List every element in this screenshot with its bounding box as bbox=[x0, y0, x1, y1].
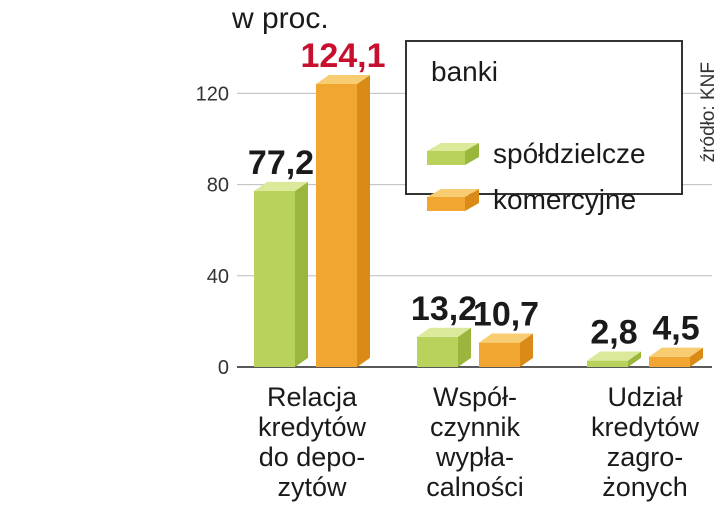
y-tick-label: 120 bbox=[196, 83, 229, 105]
legend-item-spoldzielcze: spółdzielcze bbox=[425, 136, 646, 172]
bar-spoldzielcze-1-side bbox=[458, 327, 471, 367]
legend-swatch-spoldzielcze bbox=[427, 143, 479, 165]
category-label: Relacja kredytów do depo- zytów bbox=[257, 382, 367, 502]
bar-spoldzielcze-2-side bbox=[628, 351, 641, 367]
legend-title: banki bbox=[431, 56, 498, 87]
bar-spoldzielcze-1-front bbox=[417, 336, 458, 367]
category-label: Współ- czynnik wypła- calności bbox=[426, 382, 524, 502]
bar-komercyjne-2-side bbox=[690, 347, 703, 367]
bar-spoldzielcze-2-front bbox=[587, 360, 628, 367]
y-tick-label: 0 bbox=[218, 357, 229, 379]
legend: banki spółdzielcze komercyjne bbox=[405, 40, 683, 215]
bar-spoldzielcze-1-top bbox=[417, 327, 471, 337]
data-label: 77,2 bbox=[248, 144, 314, 182]
bar-komercyjne-0-side bbox=[357, 74, 370, 368]
bar-komercyjne-1-side bbox=[520, 333, 533, 367]
unit-label: w proc. bbox=[232, 2, 329, 35]
data-label: 2,8 bbox=[590, 314, 637, 352]
legend-swatch-komercyjne bbox=[427, 189, 479, 211]
y-tick-label: 80 bbox=[207, 175, 229, 197]
legend-label-komercyjne: komercyjne bbox=[493, 184, 637, 215]
data-label: 4,5 bbox=[652, 310, 699, 348]
legend-item-komercyjne: komercyjne bbox=[425, 182, 636, 218]
bar-spoldzielcze-0-side bbox=[295, 181, 308, 367]
data-label: 10,7 bbox=[473, 296, 539, 334]
legend-label-spoldzielcze: spółdzielcze bbox=[493, 138, 646, 169]
bar-komercyjne-2-front bbox=[649, 356, 690, 367]
bar-spoldzielcze-0-top bbox=[254, 181, 308, 191]
data-label: 13,2 bbox=[411, 290, 477, 328]
category-label: Udział kredytów zagro- żonych bbox=[590, 382, 700, 502]
bar-komercyjne-0-top bbox=[316, 74, 370, 85]
data-label: 124,1 bbox=[300, 37, 385, 75]
bar-komercyjne-0-front bbox=[316, 84, 357, 367]
bar-spoldzielcze-0-front bbox=[254, 190, 295, 367]
bar-komercyjne-2-top bbox=[649, 347, 703, 357]
y-tick-label: 40 bbox=[207, 266, 229, 288]
bar-komercyjne-1-top bbox=[479, 333, 533, 343]
source-note: źródło: KNF bbox=[698, 62, 719, 163]
bar-spoldzielcze-2-top bbox=[587, 351, 641, 361]
bar-komercyjne-1-front bbox=[479, 342, 520, 367]
